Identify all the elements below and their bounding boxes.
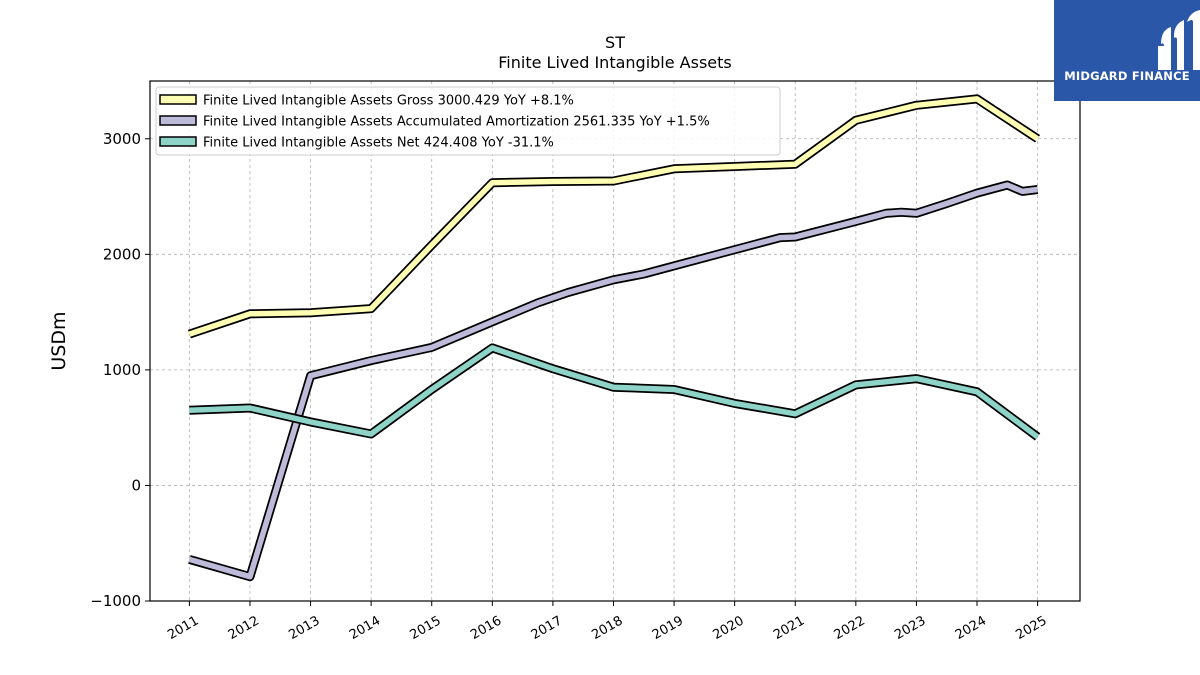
y-tick-label: 0 (131, 476, 141, 494)
y-tick-label: 2000 (103, 245, 141, 263)
brand-logo: MIDGARD FINANCE (1054, 0, 1200, 101)
x-tick-label: 2024 (953, 613, 989, 643)
x-tick-label: 2012 (226, 613, 262, 643)
chart-title: ST (605, 33, 625, 52)
legend-entry: Finite Lived Intangible Assets Net 424.4… (203, 136, 554, 151)
series-line-1 (188, 182, 1038, 580)
logo-mark-icon (1158, 10, 1200, 70)
x-tick-label: 2018 (589, 613, 625, 643)
x-tick-label: 2015 (408, 613, 444, 643)
y-tick-label: 3000 (103, 130, 141, 148)
x-tick-label: 2020 (710, 613, 746, 643)
x-tick-label: 2025 (1013, 613, 1049, 643)
logo-text: MIDGARD FINANCE (1064, 69, 1190, 83)
x-tick-label: 2016 (468, 613, 504, 643)
series-line-0 (188, 96, 1040, 337)
series-group (187, 94, 1041, 582)
legend-swatch (159, 115, 197, 126)
x-tick-label: 2013 (286, 613, 322, 643)
y-axis-label: USDm (48, 311, 70, 370)
y-tick-label: −1000 (90, 592, 141, 610)
grid (150, 81, 1080, 602)
series-line-2 (189, 345, 1040, 440)
x-tick-label: 2019 (650, 613, 686, 643)
x-tick-label: 2011 (165, 613, 201, 643)
axes: 2011 2012 2013 2014 2015 2016 2017 2018 2019 2020… (90, 130, 1049, 643)
legend-box (155, 86, 781, 156)
y-tick-label: 1000 (103, 361, 141, 379)
plot-frame (149, 80, 1081, 602)
x-tick-label: 2014 (347, 613, 383, 643)
chart-subtitle: Finite Lived Intangible Assets (498, 53, 731, 72)
x-tick-label: 2021 (771, 613, 807, 643)
legend: Finite Lived Intangible Assets Gross 300… (155, 86, 781, 156)
legend-entry: Finite Lived Intangible Assets Gross 300… (203, 94, 574, 109)
x-tick-label: 2023 (892, 613, 928, 643)
x-tick-label: 2022 (832, 613, 868, 643)
legend-entry: Finite Lived Intangible Assets Accumulat… (203, 115, 710, 130)
x-tick-label: 2017 (529, 613, 565, 643)
legend-swatch (159, 136, 197, 147)
legend-swatch (159, 94, 197, 105)
